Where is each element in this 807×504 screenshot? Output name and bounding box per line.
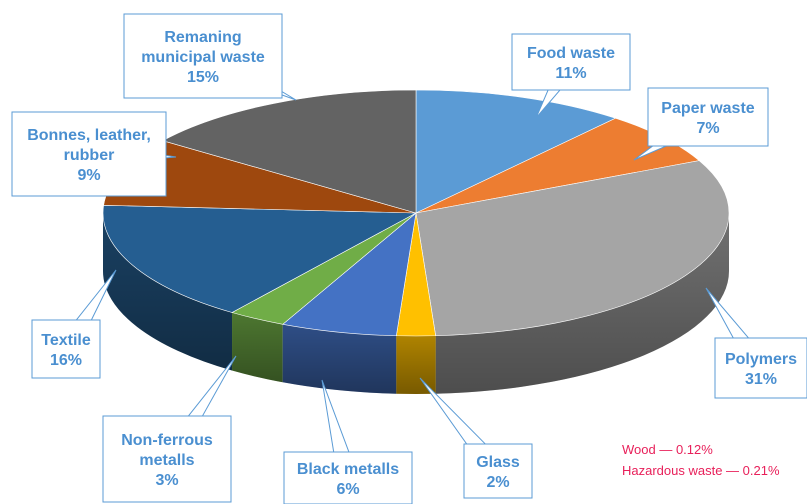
data-label-pct: 6%	[336, 481, 359, 498]
callout-box	[647, 87, 769, 147]
data-label-name: Non-ferrous	[121, 432, 213, 449]
callout-glass: Glass 2%	[419, 377, 533, 499]
callout-paper-waste: Paper waste 7%	[633, 87, 769, 161]
pie-tops	[102, 89, 730, 337]
data-label-pct: 2%	[486, 474, 509, 491]
slice-food-waste	[415, 89, 617, 214]
data-label-pct: 15%	[187, 69, 219, 86]
callout-food-waste: Food waste 11%	[511, 33, 631, 119]
callout-non-ferrous-metalls: Non-ferrous metalls 3%	[102, 355, 237, 503]
slice-textile	[102, 204, 418, 313]
slice-side-shade-4	[282, 324, 397, 394]
slice-side-shade-2	[435, 213, 729, 394]
data-label-name: municipal waste	[141, 49, 265, 66]
data-label-pct: 11%	[555, 65, 586, 82]
callout-box	[714, 337, 807, 399]
data-label-name: Polymers	[725, 351, 797, 368]
slice-side-shade-5	[232, 312, 283, 383]
callout-box	[102, 415, 232, 503]
data-label-pct: 31%	[745, 371, 777, 388]
data-label-pct: 16%	[50, 352, 82, 369]
data-label-name: Bonnes, leather,	[27, 127, 151, 144]
callout-textile: Textile 16%	[31, 269, 117, 379]
slice-side-shade-6	[103, 213, 233, 371]
callout-box	[31, 319, 101, 379]
callout-bonnes-leather-rubber: Bonnes, leather, rubber 9%	[11, 111, 177, 197]
data-label-name: metalls	[139, 452, 194, 469]
data-label-name: Remaning	[164, 29, 241, 46]
callout-box	[123, 13, 283, 99]
note-hazardous-waste: Hazardous waste — 0.21%	[622, 463, 780, 478]
callout-remaning-municipal-waste: Remaning municipal waste 15%	[123, 13, 297, 101]
data-label-name: Food waste	[527, 45, 615, 62]
callout-box	[11, 111, 167, 197]
callout-polymers: Polymers 31%	[705, 287, 807, 399]
data-label-name: Black metalls	[297, 461, 399, 478]
callout-black-metalls: Black metalls 6%	[283, 379, 413, 504]
note-wood: Wood — 0.12%	[622, 442, 713, 457]
data-label-pct: 3%	[155, 472, 178, 489]
slice-polymers	[415, 160, 730, 337]
callout-box	[463, 443, 533, 499]
data-label-pct: 7%	[696, 120, 719, 137]
callout-box	[283, 451, 413, 504]
slice-side-shade-3	[396, 335, 436, 394]
data-label-name: Textile	[41, 332, 91, 349]
data-label-name: rubber	[64, 147, 115, 164]
callouts: Food waste 11% Paper waste 7% Polymers 31% Gla…	[11, 13, 807, 504]
slice-black-metalls	[282, 212, 417, 337]
pie-sides	[103, 213, 729, 394]
data-label-pct: 9%	[77, 167, 100, 184]
data-label-name: Glass	[476, 454, 520, 471]
data-label-name: Paper waste	[661, 100, 754, 117]
callout-box	[511, 33, 631, 91]
slice-remaning-municipal-waste	[161, 89, 417, 214]
